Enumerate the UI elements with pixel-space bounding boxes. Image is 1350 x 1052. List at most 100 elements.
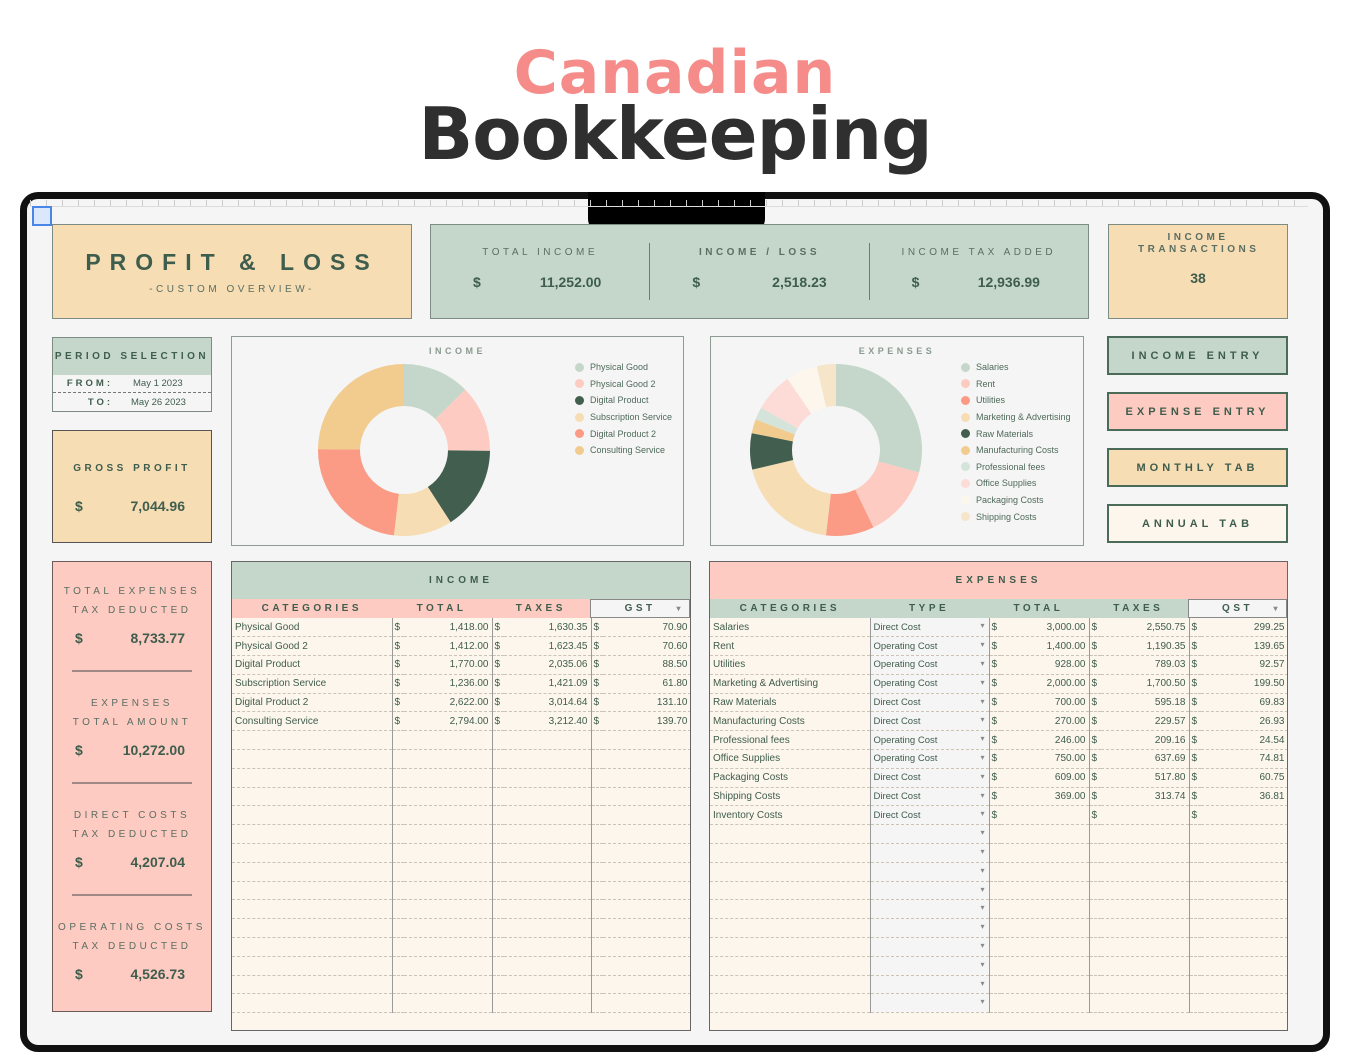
qst-cell[interactable]: 139.65 (1201, 636, 1287, 657)
total-cell[interactable]: 2,622.00 (404, 693, 493, 713)
total-cell[interactable] (1001, 993, 1090, 1014)
category-cell[interactable] (232, 843, 393, 863)
type-dropdown[interactable]: Direct Cost (870, 711, 990, 732)
total-cell[interactable]: 270.00 (1001, 711, 1090, 732)
category-cell[interactable] (232, 768, 393, 788)
qst-cell[interactable]: 60.75 (1201, 768, 1287, 788)
total-cell[interactable]: 3,000.00 (1001, 618, 1090, 638)
taxes-cell[interactable] (504, 937, 592, 957)
type-dropdown[interactable] (870, 881, 990, 901)
total-cell[interactable] (1001, 824, 1090, 845)
total-cell[interactable]: 928.00 (1001, 655, 1090, 675)
qst-cell[interactable]: 199.50 (1201, 674, 1287, 694)
total-cell[interactable] (1001, 956, 1090, 976)
qst-cell[interactable] (1201, 993, 1287, 1014)
category-cell[interactable] (710, 881, 871, 901)
total-cell[interactable]: 1,418.00 (404, 618, 493, 638)
taxes-cell[interactable]: 1,623.45 (504, 636, 592, 657)
qst-cell[interactable]: 299.25 (1201, 618, 1287, 638)
total-cell[interactable] (1001, 975, 1090, 995)
taxes-cell[interactable] (504, 956, 592, 976)
type-dropdown[interactable]: Operating Cost (870, 730, 990, 751)
total-cell[interactable] (404, 937, 493, 957)
total-cell[interactable] (404, 881, 493, 901)
taxes-cell[interactable] (504, 862, 592, 882)
type-dropdown[interactable] (870, 824, 990, 845)
total-cell[interactable]: 2,794.00 (404, 711, 493, 732)
total-cell[interactable] (1001, 881, 1090, 901)
qst-cell[interactable] (1201, 975, 1287, 995)
gst-cell[interactable] (603, 730, 690, 751)
qst-cell[interactable]: 36.81 (1201, 787, 1287, 807)
taxes-cell[interactable]: 637.69 (1101, 749, 1190, 769)
type-dropdown[interactable]: Direct Cost (870, 618, 990, 638)
category-cell[interactable] (232, 956, 393, 976)
taxes-cell[interactable]: 1,190.35 (1101, 636, 1190, 657)
qst-cell[interactable] (1201, 843, 1287, 863)
taxes-cell[interactable] (1101, 956, 1190, 976)
total-cell[interactable] (404, 975, 493, 995)
taxes-cell[interactable] (504, 749, 592, 769)
total-cell[interactable]: 1,412.00 (404, 636, 493, 657)
to-date-input[interactable]: May 26 2023 (131, 396, 186, 408)
category-cell[interactable]: Raw Materials (710, 693, 871, 713)
qst-cell[interactable] (1201, 824, 1287, 845)
gst-cell[interactable] (603, 993, 690, 1014)
category-cell[interactable] (710, 956, 871, 976)
column-header-gst-filter[interactable]: GST (590, 599, 690, 618)
qst-cell[interactable] (1201, 918, 1287, 939)
qst-cell[interactable]: 24.54 (1201, 730, 1287, 751)
taxes-cell[interactable] (1101, 918, 1190, 939)
category-cell[interactable]: Utilities (710, 655, 871, 675)
total-cell[interactable] (404, 899, 493, 920)
gst-cell[interactable]: 88.50 (603, 655, 690, 675)
taxes-cell[interactable]: 3,212.40 (504, 711, 592, 732)
type-dropdown[interactable]: Operating Cost (870, 655, 990, 675)
category-cell[interactable]: Packaging Costs (710, 768, 871, 788)
category-cell[interactable] (232, 749, 393, 769)
taxes-cell[interactable] (1101, 937, 1190, 957)
type-dropdown[interactable] (870, 918, 990, 939)
category-cell[interactable]: Marketing & Advertising (710, 674, 871, 694)
total-cell[interactable] (1001, 843, 1090, 863)
category-cell[interactable]: Manufacturing Costs (710, 711, 871, 732)
taxes-cell[interactable] (1101, 899, 1190, 920)
total-cell[interactable] (404, 956, 493, 976)
type-dropdown[interactable] (870, 993, 990, 1014)
gst-cell[interactable] (603, 749, 690, 769)
category-cell[interactable]: Consulting Service (232, 711, 393, 732)
category-cell[interactable] (710, 862, 871, 882)
qst-cell[interactable] (1201, 805, 1287, 826)
taxes-cell[interactable]: 1,630.35 (504, 618, 592, 638)
total-cell[interactable] (1001, 918, 1090, 939)
taxes-cell[interactable] (504, 993, 592, 1014)
monthly-tab-button[interactable]: MONTHLY TAB (1107, 448, 1288, 487)
qst-cell[interactable]: 92.57 (1201, 655, 1287, 675)
gst-cell[interactable] (603, 787, 690, 807)
category-cell[interactable] (232, 862, 393, 882)
total-cell[interactable]: 369.00 (1001, 787, 1090, 807)
qst-cell[interactable] (1201, 937, 1287, 957)
type-dropdown[interactable] (870, 862, 990, 882)
taxes-cell[interactable]: 2,550.75 (1101, 618, 1190, 638)
expense-entry-button[interactable]: EXPENSE ENTRY (1107, 392, 1288, 431)
taxes-cell[interactable] (504, 881, 592, 901)
qst-cell[interactable]: 74.81 (1201, 749, 1287, 769)
taxes-cell[interactable] (504, 918, 592, 939)
gst-cell[interactable] (603, 899, 690, 920)
category-cell[interactable] (232, 993, 393, 1014)
taxes-cell[interactable]: 517.80 (1101, 768, 1190, 788)
category-cell[interactable]: Shipping Costs (710, 787, 871, 807)
total-cell[interactable] (404, 768, 493, 788)
taxes-cell[interactable] (1101, 881, 1190, 901)
total-cell[interactable]: 1,236.00 (404, 674, 493, 694)
category-cell[interactable]: Physical Good 2 (232, 636, 393, 657)
category-cell[interactable] (710, 975, 871, 995)
type-dropdown[interactable]: Direct Cost (870, 805, 990, 826)
total-cell[interactable] (404, 843, 493, 863)
taxes-cell[interactable] (504, 730, 592, 751)
category-cell[interactable] (232, 805, 393, 826)
type-dropdown[interactable] (870, 937, 990, 957)
category-cell[interactable]: Subscription Service (232, 674, 393, 694)
taxes-cell[interactable]: 2,035.06 (504, 655, 592, 675)
